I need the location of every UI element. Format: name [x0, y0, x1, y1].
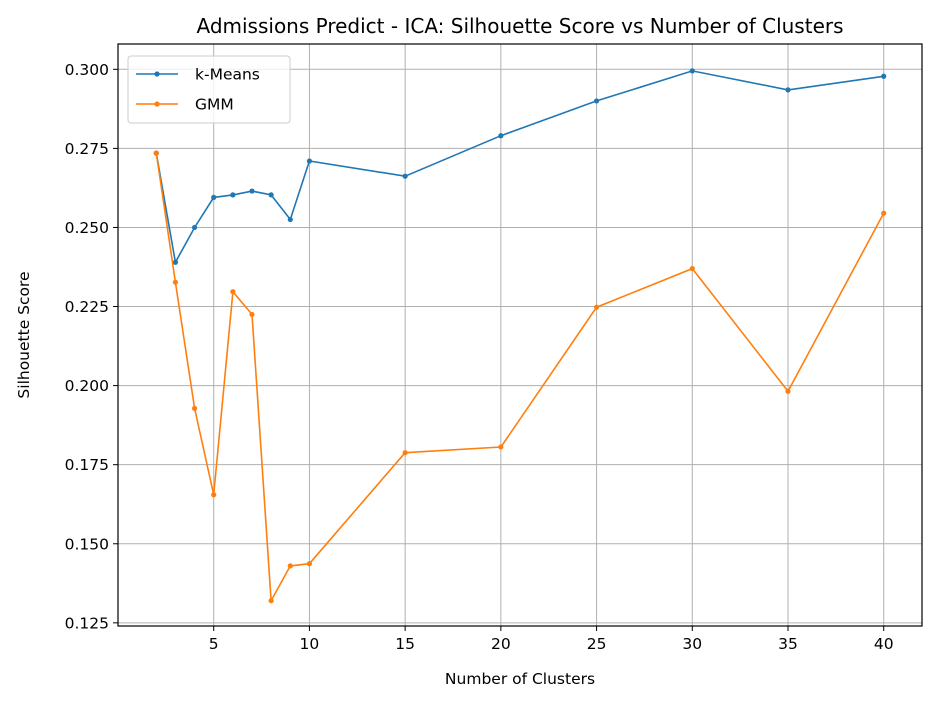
- legend-box: [127, 55, 291, 124]
- data-point-k-means: [172, 259, 179, 265]
- data-point-k-means: [287, 216, 293, 223]
- x-axis-label: Number of Clusters: [445, 670, 595, 688]
- y-tick-label: 0.250: [65, 219, 109, 237]
- data-point-gmm: [211, 492, 217, 498]
- y-tick-label: 0.200: [65, 377, 109, 395]
- y-tick-label: 0.300: [65, 61, 109, 79]
- data-point-gmm: [402, 450, 408, 456]
- legend-marker-k-means: [154, 71, 160, 77]
- x-tick-label: 30: [682, 635, 702, 653]
- legend-label-gmm: GMM: [195, 96, 234, 114]
- x-tick-label: 40: [874, 635, 894, 653]
- data-point-k-means: [268, 192, 274, 198]
- data-point-k-means: [689, 68, 695, 74]
- data-point-gmm: [881, 210, 887, 216]
- plot-area: [117, 43, 923, 627]
- data-point-k-means: [211, 194, 217, 201]
- data-point-gmm: [230, 289, 236, 295]
- data-point-gmm: [191, 405, 198, 411]
- legend: k-Means GMM: [127, 55, 291, 124]
- legend-label-k-means: k-Means: [195, 66, 260, 84]
- data-point-gmm: [287, 563, 293, 569]
- data-point-k-means: [191, 224, 198, 231]
- data-point-k-means: [249, 188, 255, 194]
- x-tick-label: 5: [209, 635, 219, 653]
- y-tick-label: 0.125: [65, 614, 109, 632]
- y-tick-label: 0.150: [65, 535, 109, 553]
- x-tick-label: 15: [395, 635, 415, 653]
- data-point-k-means: [498, 133, 504, 139]
- data-point-gmm: [249, 311, 255, 318]
- grid: [118, 44, 922, 626]
- data-point-gmm: [153, 150, 159, 156]
- y-tick-label: 0.275: [65, 140, 109, 158]
- data-point-k-means: [306, 158, 313, 164]
- x-tick-label: 20: [491, 635, 511, 653]
- data-point-gmm: [498, 444, 504, 450]
- x-tick-label: 10: [300, 635, 320, 653]
- chart-title: Admissions Predict - ICA: Silhouette Sco…: [196, 14, 843, 38]
- y-tick-label: 0.175: [65, 456, 109, 474]
- data-point-k-means: [593, 98, 600, 104]
- data-point-gmm: [306, 561, 313, 567]
- data-point-gmm: [785, 388, 791, 394]
- data-point-gmm: [172, 279, 179, 285]
- y-axis-label: Silhouette Score: [15, 271, 33, 398]
- data-point-k-means: [402, 173, 408, 179]
- y-tick-label: 0.225: [65, 298, 109, 316]
- data-point-gmm: [689, 265, 695, 272]
- data-point-gmm: [593, 304, 600, 310]
- legend-marker-gmm: [154, 101, 160, 107]
- ticks: 5 10 15 20 25 30 35 40 0.125 0.150 0.175 0.200 0.225…: [65, 61, 894, 653]
- series-layer: [153, 68, 887, 604]
- data-point-k-means: [881, 73, 887, 79]
- data-point-gmm: [268, 598, 274, 604]
- x-tick-label: 35: [778, 635, 798, 653]
- data-point-k-means: [230, 192, 236, 198]
- x-tick-label: 25: [587, 635, 607, 653]
- data-point-k-means: [785, 87, 791, 93]
